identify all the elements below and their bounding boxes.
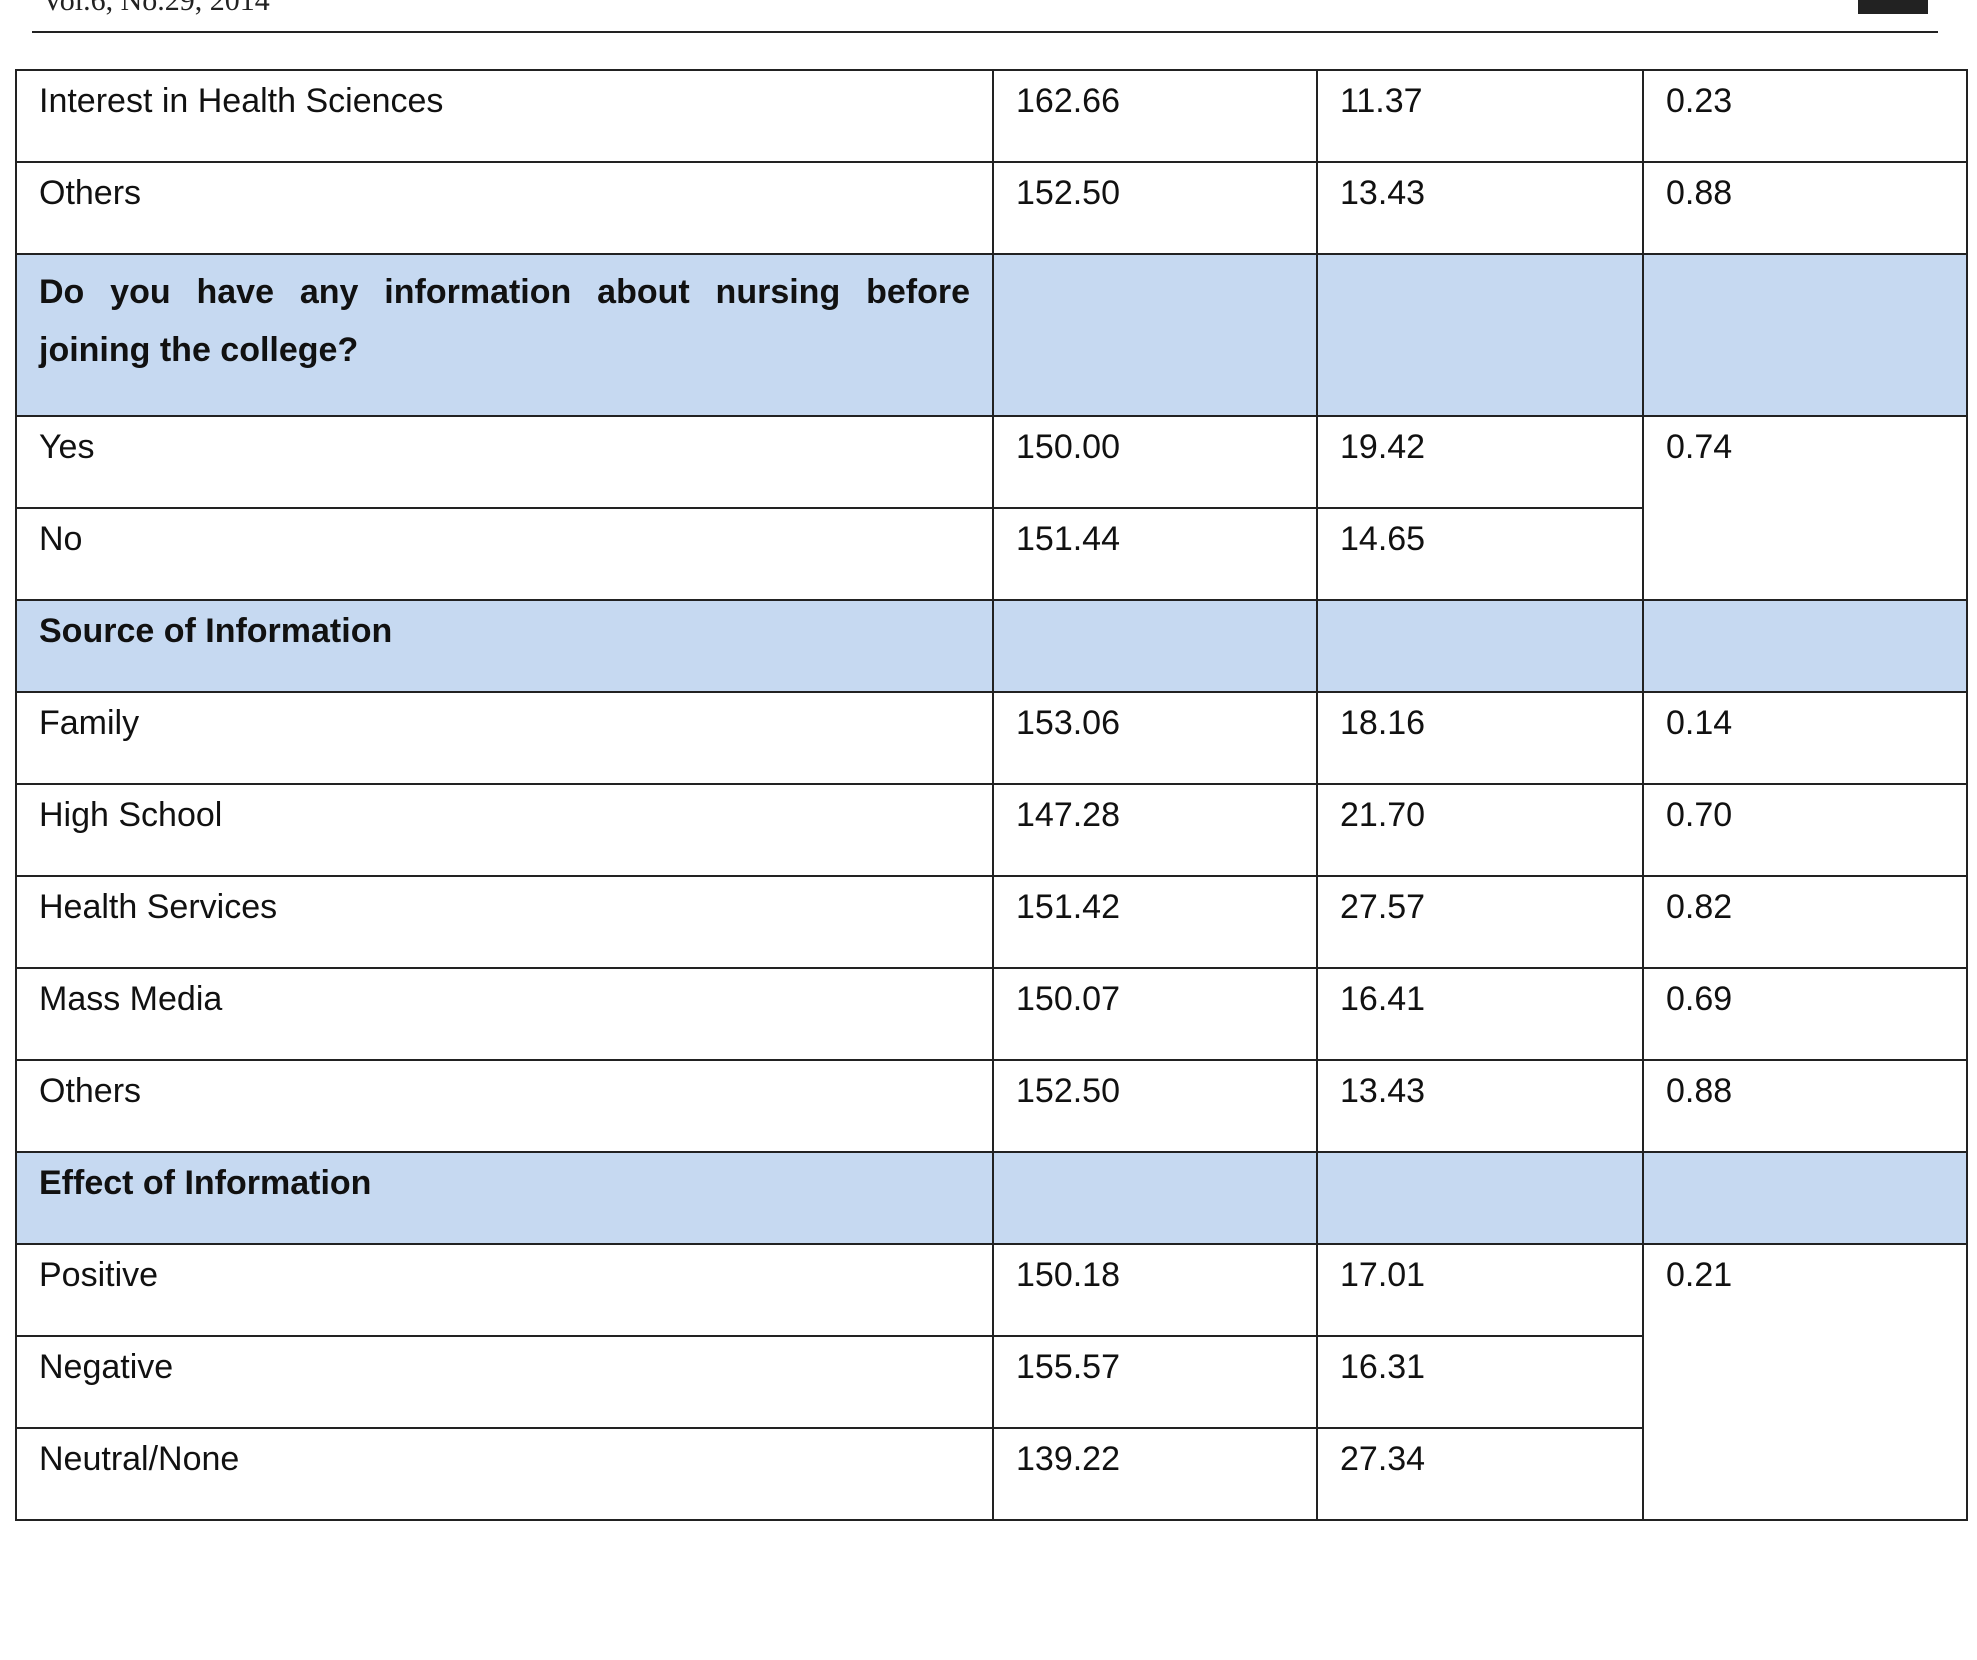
journal-info: Vol.6, No.29, 2014 [42,0,270,17]
row-label: Mass Media [15,967,994,1061]
mean: 153.06 [992,691,1318,785]
section-heading: Source of Information [15,599,994,693]
row-label: High School [15,783,994,877]
row-label: Neutral/None [15,1427,994,1521]
p-value: 0.82 [1642,875,1968,969]
mean: 147.28 [992,783,1318,877]
table-row: Source of Information [15,599,1968,693]
mean: 150.18 [992,1243,1318,1337]
p-value: 0.23 [1642,69,1968,163]
sd: 14.65 [1316,507,1644,601]
mean: 139.22 [992,1427,1318,1521]
table-row: Yes 150.00 19.42 0.74 [15,415,1968,601]
table-row: Others 152.50 13.43 0.88 [15,1059,1968,1153]
table-row: Negative 155.57 16.31 [15,1335,1967,1429]
row-label: Positive [15,1243,994,1337]
p-value: 0.70 [1642,783,1968,877]
mean: 152.50 [992,1059,1318,1153]
table-row: Interest in Health Sciences 162.66 11.37 0.… [15,69,1968,163]
table-row: Positive 150.18 17.01 0.21 [15,1243,1968,1521]
row-label: Yes [15,415,994,509]
table-row: Others 152.50 13.43 0.88 [15,161,1968,255]
row-label: Health Services [15,875,994,969]
sd: 13.43 [1316,161,1644,255]
section-cell [1316,253,1644,417]
section-cell [992,253,1318,417]
p-value: 0.21 [1642,1243,1968,1521]
sd: 11.37 [1316,69,1644,163]
p-value: 0.69 [1642,967,1968,1061]
sd: 19.42 [1316,415,1644,509]
p-value: 0.74 [1642,415,1968,601]
sd: 17.01 [1316,1243,1644,1337]
table-row: Do you have any information about nursin… [15,253,1968,417]
section-cell [992,599,1318,693]
table-row: No 151.44 14.65 [15,507,1967,601]
section-heading: Effect of Information [15,1151,994,1245]
table-row: High School 147.28 21.70 0.70 [15,783,1968,877]
row-label: Interest in Health Sciences [15,69,994,163]
mean: 152.50 [992,161,1318,255]
mean: 151.42 [992,875,1318,969]
table-row: Effect of Information [15,1151,1968,1245]
sd: 18.16 [1316,691,1644,785]
table-row: Neutral/None 139.22 27.34 [15,1427,1967,1521]
section-cell [1316,1151,1644,1245]
row-label: Others [15,1059,994,1153]
table-row: Health Services 151.42 27.57 0.82 [15,875,1968,969]
sd: 21.70 [1316,783,1644,877]
mean: 151.44 [992,507,1318,601]
section-heading: Do you have any information about nursin… [15,253,994,417]
mean: 155.57 [992,1335,1318,1429]
row-label: Others [15,161,994,255]
p-value: 0.14 [1642,691,1968,785]
section-cell [1642,253,1968,417]
logo [1858,0,1928,14]
results-table: Interest in Health Sciences 162.66 11.37 0.… [15,69,1968,1521]
section-cell [1642,599,1968,693]
mean: 162.66 [992,69,1318,163]
section-cell [992,1151,1318,1245]
row-label: Negative [15,1335,994,1429]
sd: 27.57 [1316,875,1644,969]
table-row: Family 153.06 18.16 0.14 [15,691,1968,785]
header-rule [32,31,1938,33]
sd: 16.31 [1316,1335,1644,1429]
section-cell [1642,1151,1968,1245]
sd: 16.41 [1316,967,1644,1061]
sd: 27.34 [1316,1427,1644,1521]
mean: 150.00 [992,415,1318,509]
section-cell [1316,599,1644,693]
sd: 13.43 [1316,1059,1644,1153]
row-label: Family [15,691,994,785]
row-label: No [15,507,994,601]
mean: 150.07 [992,967,1318,1061]
p-value: 0.88 [1642,161,1968,255]
p-value: 0.88 [1642,1059,1968,1153]
table-row: Mass Media 150.07 16.41 0.69 [15,967,1968,1061]
